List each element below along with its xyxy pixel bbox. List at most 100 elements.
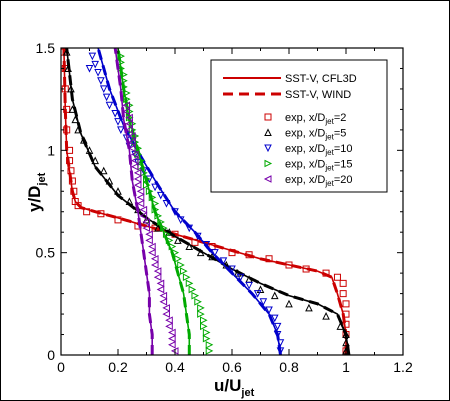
exp-marker-4-33	[128, 144, 136, 153]
exp-marker-2-19	[156, 191, 165, 200]
legend-label-0: SST-V, CFL3D	[285, 73, 357, 85]
x-tick-label-6: 1.2	[393, 359, 413, 375]
exp-marker-1-5	[305, 303, 313, 312]
exp-marker-4-38	[125, 113, 133, 122]
y-tick-label-3: 1.5	[36, 40, 56, 56]
axes: 0 0.2 0.4 0.6 0.8 1 1.2 0 0.5 1 1.5	[36, 40, 413, 375]
exp-marker-2-30	[105, 101, 114, 110]
exp-marker-0-26	[67, 167, 75, 175]
exp-marker-4-15	[150, 254, 159, 263]
exp-marker-2-10	[228, 265, 236, 274]
exp-marker-3-10	[188, 285, 197, 294]
legend-exp-label-4: exp, x/Djet=20	[285, 174, 352, 188]
legend-marker-2	[264, 144, 272, 153]
model-dashed-line-4	[113, 48, 154, 355]
exp-marker-0-29	[63, 126, 71, 134]
exp-marker-4-10	[156, 285, 165, 294]
exp-marker-4-14	[150, 261, 159, 269]
exp-marker-2-35	[91, 60, 100, 69]
exp-marker-3-5	[200, 316, 208, 325]
exp-marker-4-18	[145, 236, 153, 245]
x-tick-label-5: 1	[342, 359, 350, 375]
x-tick-label-0: 0	[57, 359, 65, 375]
x-tick-label-1: 0.2	[108, 359, 128, 375]
exp-marker-3-9	[191, 291, 200, 300]
model-dashed-line-2	[96, 48, 282, 355]
exp-marker-0-7	[333, 273, 341, 281]
exp-marker-4-16	[148, 248, 156, 257]
legend: SST-V, CFL3D SST-V, WIND exp, x/Djet=2 exp,…	[210, 59, 388, 193]
exp-marker-3-3	[202, 328, 211, 337]
exp-marker-4-34	[128, 138, 136, 146]
exp-marker-4-8	[159, 297, 168, 306]
legend-marker-0	[264, 113, 272, 121]
legend-exp-label-0: exp, x/Djet=2	[285, 112, 346, 126]
exp-marker-3-11	[185, 279, 194, 288]
exp-marker-4-25	[136, 193, 145, 202]
exp-marker-4-13	[153, 267, 162, 275]
exp-marker-3-14	[177, 261, 185, 269]
y-tick-label-1: 0.5	[36, 245, 56, 261]
exp-marker-4-19	[145, 230, 153, 239]
exp-marker-4-23	[139, 205, 148, 214]
exp-marker-3-0	[205, 347, 214, 355]
exp-marker-2-6	[259, 298, 268, 306]
exp-marker-2-8	[245, 281, 253, 290]
x-tick-label-3: 0.6	[222, 359, 242, 375]
exp-marker-2-29	[111, 109, 119, 118]
exp-marker-4-3	[168, 328, 176, 337]
plot-area	[61, 48, 351, 355]
exp-marker-4-37	[125, 119, 133, 128]
exp-marker-1-4	[322, 311, 330, 320]
exp-marker-4-2	[168, 334, 176, 343]
x-axis-label: u/Ujet	[214, 376, 255, 399]
exp-marker-4-6	[162, 310, 170, 318]
legend-label-1: SST-V, WIND	[285, 89, 351, 101]
exp-marker-2-27	[117, 126, 125, 134]
exp-marker-4-7	[162, 304, 170, 312]
exp-marker-1-23	[99, 166, 108, 175]
exp-marker-2-4	[270, 314, 279, 323]
exp-marker-4-1	[168, 340, 176, 349]
exp-marker-4-36	[125, 126, 133, 134]
exp-marker-3-6	[197, 310, 205, 318]
exp-marker-4-9	[159, 291, 168, 300]
exp-marker-0-19	[114, 216, 122, 224]
exp-marker-0-2	[342, 320, 350, 328]
exp-marker-3-2	[202, 334, 211, 343]
exp-marker-1-6	[285, 299, 293, 308]
legend-marker-4	[263, 175, 272, 183]
exp-marker-4-5	[165, 316, 173, 325]
exp-marker-3-7	[197, 304, 205, 312]
exp-marker-0-9	[302, 265, 310, 273]
exp-marker-2-36	[88, 52, 97, 61]
exp-marker-2-20	[151, 183, 159, 192]
exp-marker-4-22	[139, 212, 148, 220]
exp-marker-1-7	[270, 291, 279, 300]
exp-marker-0-10	[285, 261, 293, 269]
y-tick-label-0: 0	[47, 347, 55, 363]
exp-marker-4-20	[142, 224, 150, 232]
exp-marker-0-20	[97, 210, 105, 218]
exp-marker-4-11	[156, 279, 165, 288]
exp-marker-3-13	[180, 267, 188, 275]
exp-marker-0-4	[342, 300, 350, 308]
legend-exp-label-2: exp, x/Djet=10	[285, 143, 352, 157]
exp-marker-3-19	[162, 230, 171, 239]
exp-marker-4-31	[130, 156, 139, 165]
exp-marker-0-25	[68, 177, 76, 185]
exp-marker-4-21	[142, 218, 150, 226]
exp-marker-4-35	[128, 132, 136, 140]
exp-marker-4-39	[122, 107, 131, 116]
exp-marker-2-34	[94, 69, 102, 77]
x-tick-label-4: 0.8	[279, 359, 299, 375]
y-axis-label: y/Djet	[25, 172, 48, 212]
exp-marker-1-14	[185, 242, 194, 251]
exp-marker-2-21	[145, 175, 154, 184]
exp-marker-0-6	[339, 279, 347, 287]
exp-marker-3-12	[182, 273, 191, 282]
exp-marker-4-28	[133, 175, 142, 183]
exp-marker-0-5	[339, 290, 347, 298]
exp-marker-3-4	[200, 322, 208, 331]
